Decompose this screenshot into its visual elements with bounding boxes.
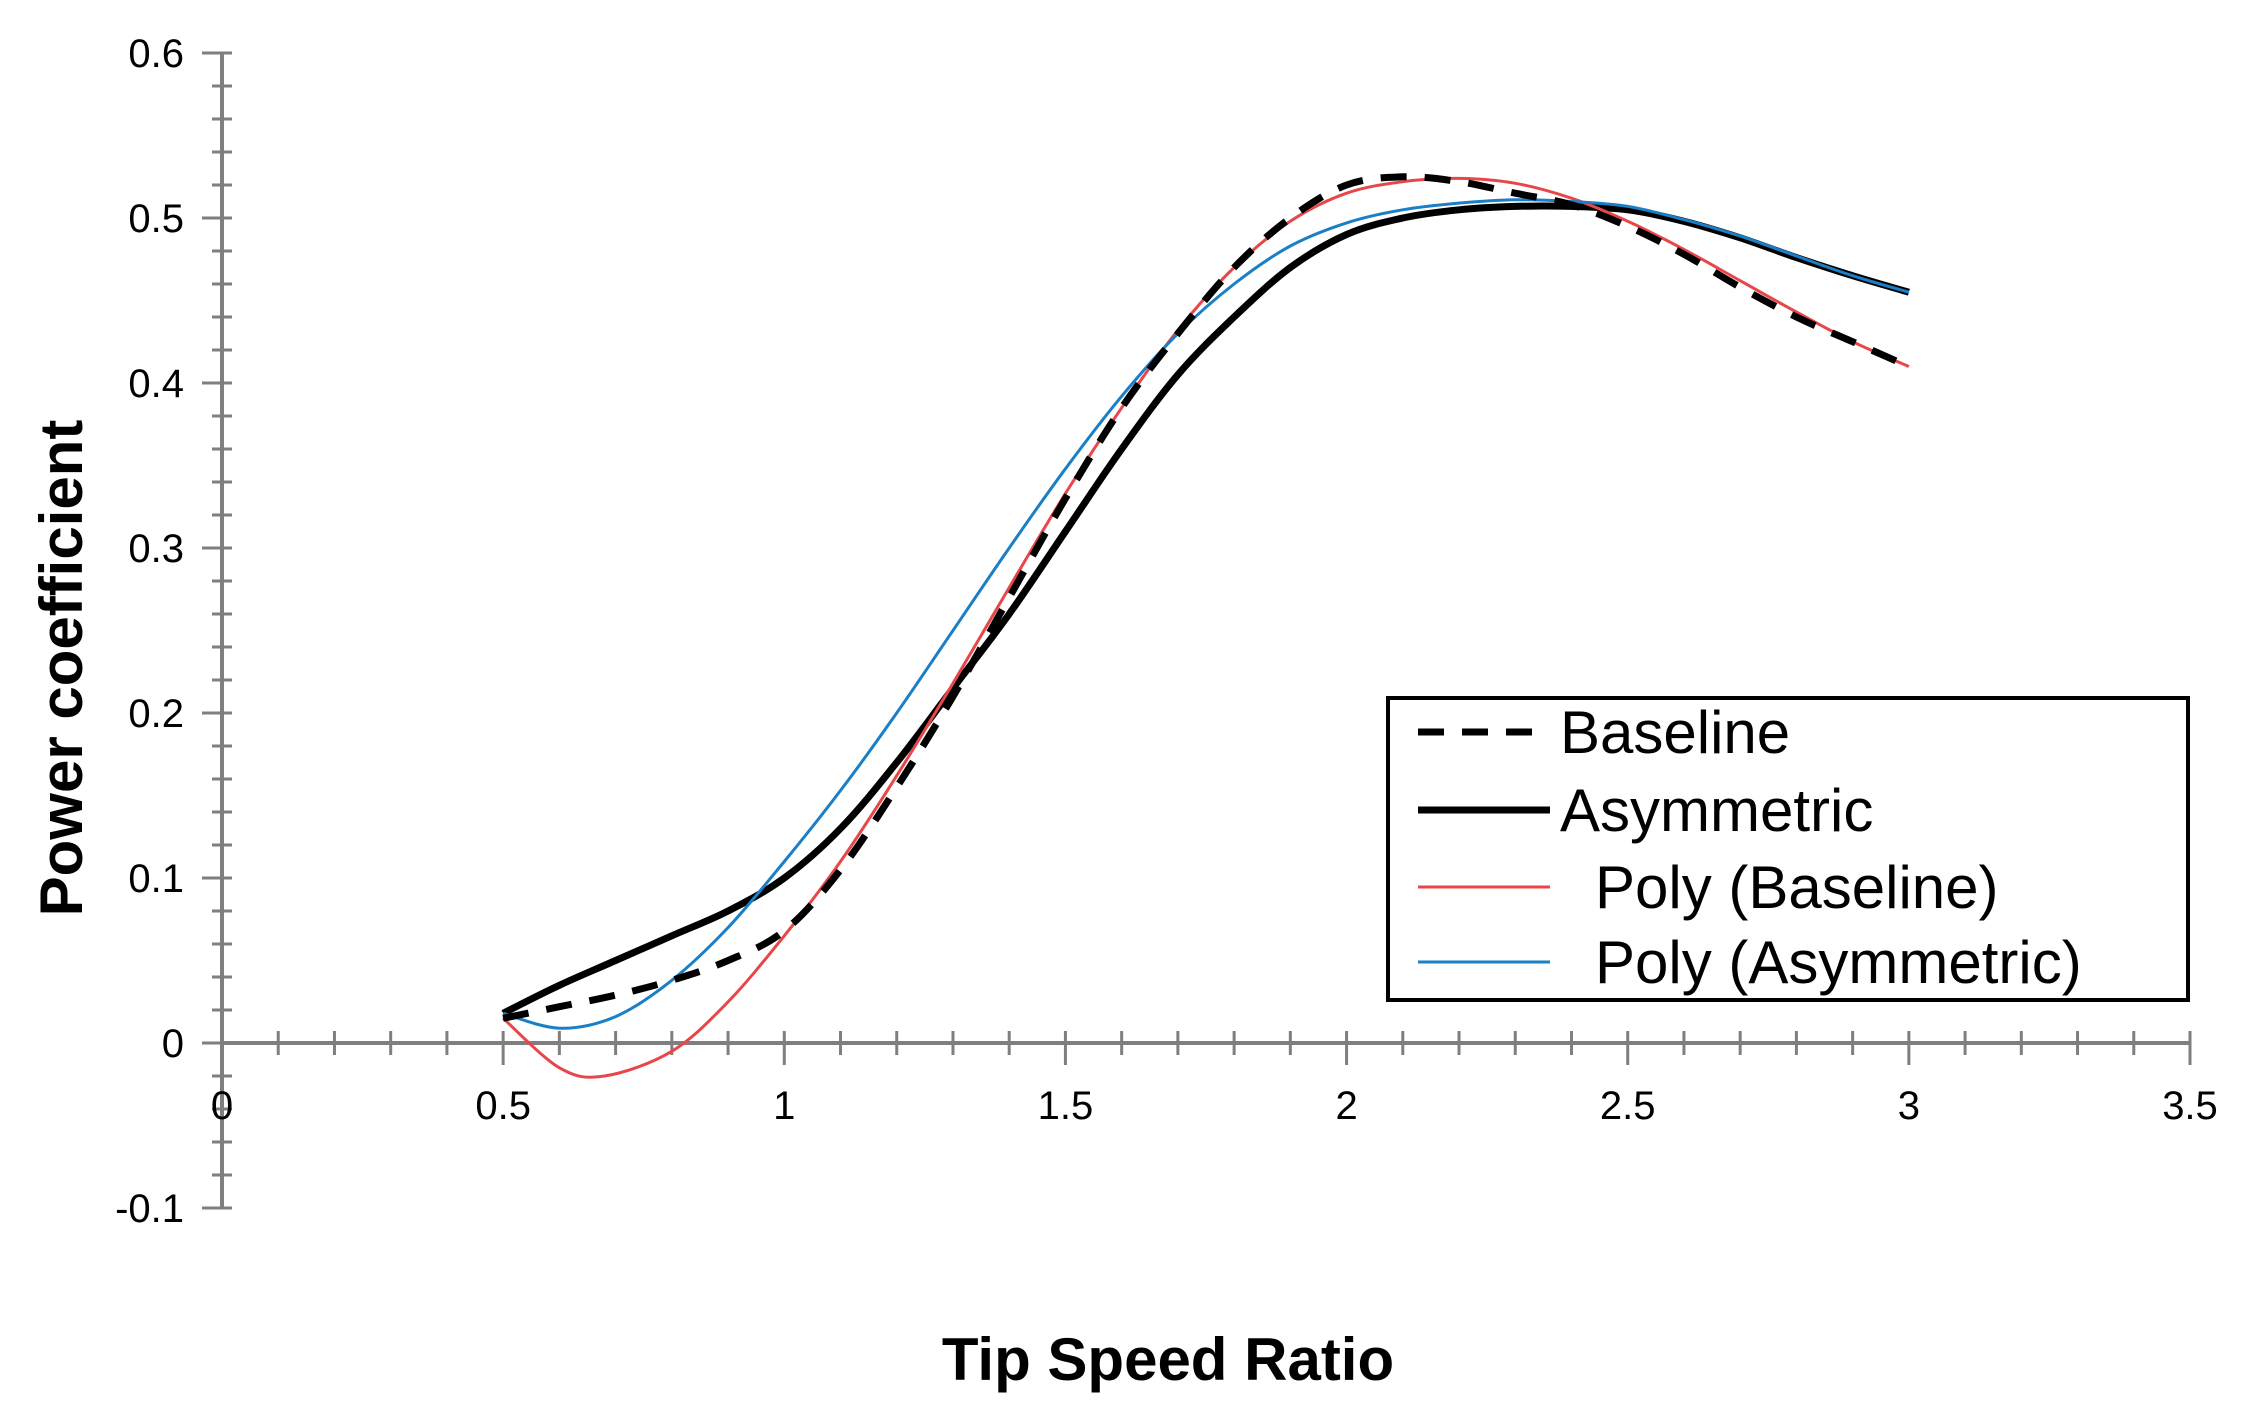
legend-label-poly-asymmetric: Poly (Asymmetric) bbox=[1595, 929, 2082, 996]
x-tick-label: 2.5 bbox=[1600, 1084, 1656, 1128]
x-axis-title: Tip Speed Ratio bbox=[942, 1326, 1394, 1393]
legend-box bbox=[1386, 696, 2190, 1002]
x-tick-label: 0 bbox=[211, 1084, 233, 1128]
y-tick-label: 0.5 bbox=[128, 197, 184, 241]
series-line-poly-asymmetric bbox=[502, 198, 1910, 1030]
y-tick-label: 0.3 bbox=[128, 527, 184, 571]
x-tick-label: 3.5 bbox=[2162, 1084, 2218, 1128]
y-tick-label: 0.2 bbox=[128, 692, 184, 736]
legend-label-baseline: Baseline bbox=[1560, 699, 1790, 766]
y-tick-label: 0.6 bbox=[128, 32, 184, 76]
legend: Baseline Asymmetric Poly (Baseline) Poly (A… bbox=[1386, 696, 2190, 1002]
x-tick-label: 2 bbox=[1335, 1084, 1357, 1128]
legend-label-asymmetric: Asymmetric bbox=[1560, 777, 1873, 844]
x-tick-label: 0.5 bbox=[475, 1084, 531, 1128]
y-tick-label: 0 bbox=[162, 1022, 184, 1066]
x-tick-label: 1.5 bbox=[1038, 1084, 1094, 1128]
y-axis-title: Power coefficient bbox=[28, 420, 95, 917]
x-tick-label: 1 bbox=[773, 1084, 795, 1128]
series-line-asymmetric bbox=[501, 202, 1910, 1017]
y-tick-label: 0.1 bbox=[128, 857, 184, 901]
y-tick-label: 0.4 bbox=[128, 362, 184, 406]
series-line-baseline bbox=[502, 173, 1911, 1022]
chart-axes: -0.1 0 0.1 0.2 0.3 0.4 0.5 0.6 0 0.5 1 1.5 2 2.5 3 3.5 bbox=[115, 32, 2218, 1231]
y-tick-label: -0.1 bbox=[115, 1187, 184, 1231]
x-tick-label: 3 bbox=[1898, 1084, 1920, 1128]
legend-label-poly-baseline: Poly (Baseline) bbox=[1595, 854, 1999, 921]
series-layer bbox=[501, 173, 1911, 1079]
